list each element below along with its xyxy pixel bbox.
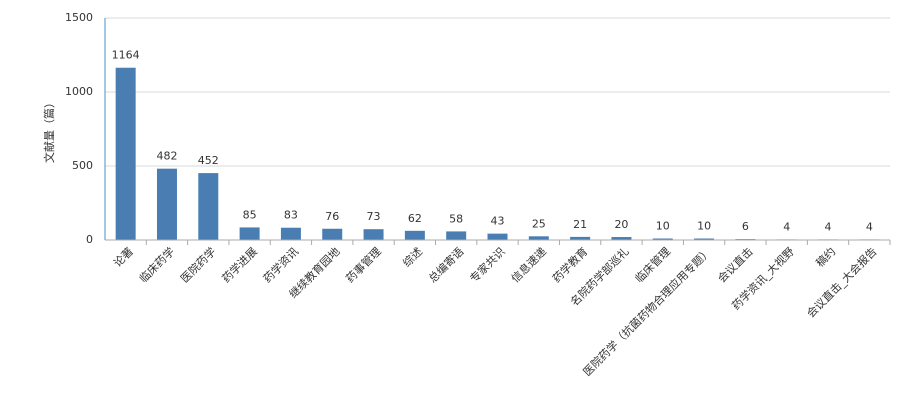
- x-tick-label: 专家共识: [467, 244, 508, 285]
- bar: [528, 236, 549, 240]
- bar: [487, 233, 508, 240]
- x-tick-label: 药学进展: [219, 244, 260, 285]
- bar: [694, 238, 715, 240]
- x-tick-label: 综述: [400, 244, 425, 269]
- x-tick-label: 会议直击_大会报告: [804, 244, 880, 320]
- value-label: 21: [573, 218, 587, 231]
- y-axis-label: 文献量（篇）: [42, 97, 56, 163]
- y-tick-label: 0: [86, 233, 93, 246]
- value-label: 85: [243, 208, 257, 221]
- x-tick-label: 药学教育: [549, 244, 590, 285]
- value-label: 43: [491, 215, 505, 228]
- x-tick-label: 药事管理: [343, 244, 384, 285]
- bar: [198, 173, 219, 240]
- x-tick-label: 稿约: [813, 244, 838, 269]
- value-label: 6: [742, 220, 749, 233]
- x-tick-label: 临床管理: [632, 244, 673, 285]
- value-label: 73: [367, 210, 381, 223]
- bar: [446, 231, 467, 240]
- bar: [322, 228, 343, 240]
- x-tick-label: 药学资讯: [260, 244, 301, 285]
- x-tick-label: 论著: [110, 244, 135, 269]
- value-label: 83: [284, 209, 298, 222]
- value-label: 4: [825, 220, 832, 233]
- bar: [239, 227, 260, 240]
- bar: [115, 67, 136, 240]
- value-label: 20: [614, 218, 628, 231]
- value-label: 452: [198, 154, 219, 167]
- y-tick-label: 500: [72, 159, 93, 172]
- value-label: 1164: [112, 49, 140, 62]
- x-tick-label: 会议直击: [715, 244, 756, 285]
- y-tick-label: 1500: [65, 11, 93, 24]
- y-tick-label: 1000: [65, 85, 93, 98]
- value-label: 4: [783, 220, 790, 233]
- value-label: 10: [656, 220, 670, 233]
- bar: [280, 227, 301, 240]
- value-label: 62: [408, 212, 422, 225]
- value-label: 76: [325, 210, 339, 223]
- x-tick-label: 信息速递: [508, 244, 549, 285]
- bar: [652, 238, 673, 240]
- value-label: 25: [532, 217, 546, 230]
- x-tick-label: 医院药学: [178, 244, 219, 285]
- bar: [363, 229, 384, 240]
- x-tick-label: 总编寄语: [425, 244, 466, 285]
- value-label: 58: [449, 212, 463, 225]
- bar: [611, 237, 632, 240]
- value-label: 4: [866, 220, 873, 233]
- value-label: 10: [697, 220, 711, 233]
- value-label: 482: [156, 150, 177, 163]
- bar: [570, 236, 591, 240]
- bar: [156, 168, 177, 240]
- x-tick-label: 临床药学: [136, 244, 177, 285]
- bar: [404, 230, 425, 240]
